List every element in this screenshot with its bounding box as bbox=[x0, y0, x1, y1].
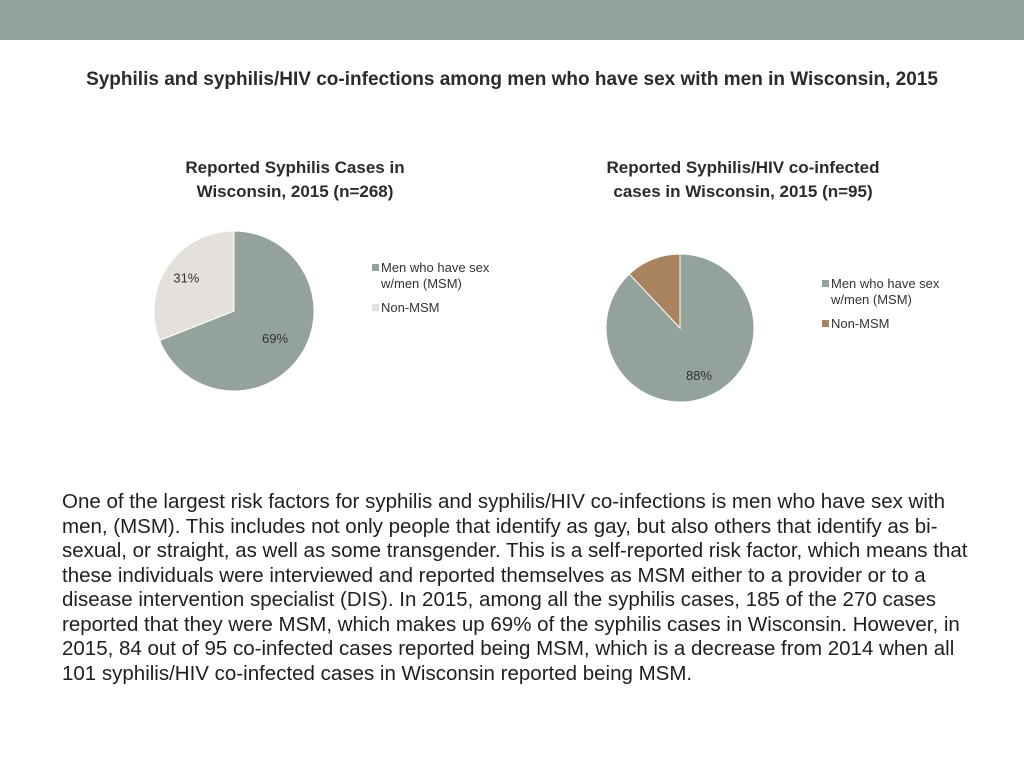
pie-data-label: 31% bbox=[173, 271, 199, 286]
legend-swatch bbox=[372, 264, 379, 271]
pie-slice-non-msm bbox=[628, 253, 681, 330]
legend-label: Men who have sex w/men (MSM) bbox=[831, 276, 940, 307]
chart-2-legend-item-msm: Men who have sex w/men (MSM) bbox=[822, 276, 942, 308]
top-banner bbox=[0, 0, 1024, 40]
chart-2-legend-item-non-msm: Non-MSM bbox=[822, 316, 942, 332]
slide-title: Syphilis and syphilis/HIV co-infections … bbox=[86, 69, 938, 90]
pie-data-label: 88% bbox=[686, 368, 712, 383]
chart-2-title: Reported Syphilis/HIV co-infected cases … bbox=[606, 158, 880, 201]
chart-2-legend: Men who have sex w/men (MSM) Non-MSM bbox=[822, 276, 942, 340]
legend-swatch bbox=[372, 304, 379, 311]
legend-label: Non-MSM bbox=[831, 316, 890, 331]
pie-slice-non-msm bbox=[153, 230, 235, 342]
body-paragraph: One of the largest risk factors for syph… bbox=[62, 490, 968, 685]
legend-label: Men who have sex w/men (MSM) bbox=[381, 260, 490, 291]
chart-1-legend: Men who have sex w/men (MSM) Non-MSM bbox=[372, 260, 492, 324]
legend-swatch bbox=[822, 320, 829, 327]
chart-1-legend-item-non-msm: Non-MSM bbox=[372, 300, 492, 316]
pie-slice-msm bbox=[158, 230, 315, 392]
chart-2-pie: 88% bbox=[600, 248, 760, 408]
pie-data-label: 69% bbox=[262, 331, 288, 346]
chart-1-title: Reported Syphilis Cases in Wisconsin, 20… bbox=[185, 158, 405, 201]
legend-label: Non-MSM bbox=[381, 300, 440, 315]
chart-1-legend-item-msm: Men who have sex w/men (MSM) bbox=[372, 260, 492, 292]
legend-swatch bbox=[822, 280, 829, 287]
chart-1-pie: 69% 31% bbox=[148, 225, 320, 397]
